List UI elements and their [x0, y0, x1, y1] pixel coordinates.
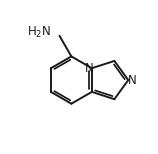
Text: N: N [128, 74, 137, 87]
Text: H$_2$N: H$_2$N [27, 25, 52, 40]
Text: N: N [85, 62, 94, 75]
